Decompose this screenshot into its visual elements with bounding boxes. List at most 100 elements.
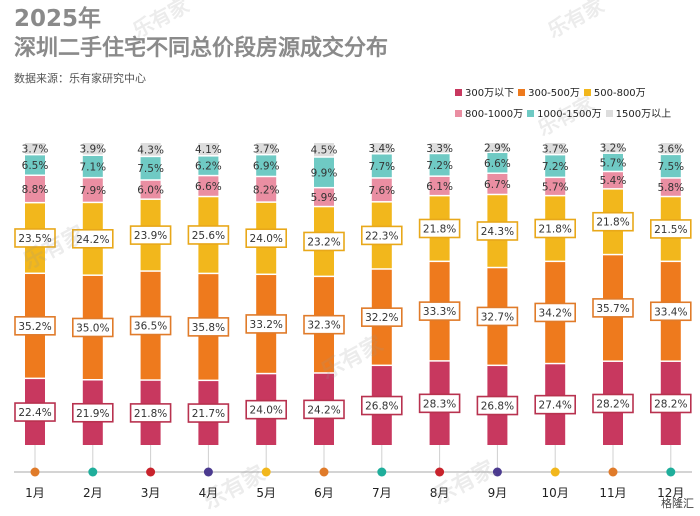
data-label-box	[534, 394, 577, 415]
data-label-box	[418, 218, 461, 239]
bar-segment	[198, 176, 219, 196]
data-label: 24.3%	[481, 226, 514, 238]
bar-segment	[603, 172, 623, 189]
data-label: 28.3%	[423, 398, 456, 410]
data-label: 7.7%	[368, 161, 395, 173]
data-label: 4.3%	[137, 144, 164, 156]
x-tick-label: 4月	[199, 486, 219, 500]
legend-swatch	[605, 110, 613, 117]
data-label: 5.7%	[542, 181, 569, 193]
legend-item: 300万以下	[455, 84, 514, 99]
data-label-box	[129, 315, 172, 336]
bar-segment	[314, 143, 334, 157]
data-label: 21.8%	[423, 223, 456, 235]
month-dot	[550, 467, 560, 477]
data-label: 3.7%	[22, 143, 49, 155]
data-label: 5.8%	[657, 182, 684, 194]
bar-segment	[25, 143, 45, 154]
data-label: 24.0%	[250, 405, 283, 417]
data-label-box	[360, 225, 403, 246]
data-label: 7.9%	[79, 185, 106, 197]
legend-swatch	[455, 89, 462, 96]
data-label: 3.2%	[600, 143, 627, 155]
data-label-box	[245, 399, 287, 420]
data-label-box	[418, 301, 461, 321]
bar-segment	[603, 153, 623, 171]
data-label: 28.2%	[596, 398, 629, 410]
data-label-box	[245, 314, 287, 334]
bar-segment	[660, 143, 681, 154]
bar-segment	[429, 143, 450, 153]
bar-segment	[660, 155, 681, 178]
legend-label: 1000-1500万	[537, 109, 602, 120]
month-dot	[319, 467, 329, 477]
data-label: 36.5%	[134, 321, 167, 333]
bar-segment	[314, 157, 334, 187]
bar-segment	[140, 180, 161, 199]
data-label-box	[534, 302, 577, 323]
month-dot	[666, 467, 676, 477]
data-label: 32.2%	[365, 312, 398, 324]
legend-item: 500-800万	[583, 84, 646, 99]
data-label: 33.3%	[423, 306, 456, 318]
data-label-box	[245, 228, 287, 249]
data-label: 6.9%	[253, 161, 280, 173]
data-label-box	[129, 225, 172, 245]
bar-segment	[545, 155, 566, 177]
chart-title: 深圳二手住宅不同总价段房源成交分布	[14, 36, 389, 61]
x-tick-label: 12月	[657, 486, 684, 500]
legend-label: 300-500万	[528, 88, 580, 99]
data-label: 5.4%	[600, 175, 627, 187]
month-dot	[377, 467, 387, 477]
data-label: 24.2%	[76, 234, 109, 246]
x-tick-label: 7月	[372, 486, 392, 500]
month-dot	[203, 467, 213, 477]
bar-segment	[256, 155, 277, 176]
data-label-box	[187, 225, 230, 245]
x-tick-label: 3月	[141, 486, 161, 500]
data-label-box	[649, 301, 692, 322]
data-label: 6.6%	[195, 181, 222, 193]
data-label: 23.5%	[18, 233, 51, 245]
data-label: 26.8%	[365, 401, 398, 413]
data-label-box	[14, 228, 56, 248]
legend-swatch	[455, 110, 462, 117]
data-label: 22.4%	[18, 407, 51, 419]
data-label: 3.3%	[426, 143, 453, 155]
legend-label: 300万以下	[465, 88, 515, 99]
data-label: 24.2%	[307, 404, 340, 416]
title-year: 2025年	[14, 6, 102, 32]
x-tick-label: 6月	[314, 486, 334, 500]
data-label: 23.2%	[307, 236, 340, 248]
month-dot	[492, 467, 502, 477]
data-label: 2.9%	[484, 142, 511, 154]
data-label: 9.9%	[311, 167, 338, 179]
data-label: 7.5%	[137, 163, 164, 175]
legend-item: 1000-1500万	[527, 105, 602, 120]
data-label: 21.9%	[76, 408, 109, 420]
data-label-box	[72, 402, 114, 423]
month-dot	[261, 467, 271, 477]
data-label-box	[534, 218, 577, 239]
data-label: 21.8%	[134, 408, 167, 420]
data-label: 21.7%	[192, 408, 225, 420]
bar-segment	[82, 178, 103, 202]
data-label: 6.7%	[484, 179, 511, 191]
bar-segment	[371, 178, 392, 202]
data-label-box	[476, 221, 519, 241]
bar-segment	[82, 155, 103, 177]
data-label-box	[303, 231, 345, 252]
data-label-box	[592, 298, 634, 318]
data-label-box	[649, 393, 692, 414]
data-label: 22.3%	[365, 230, 398, 242]
data-label: 7.2%	[426, 160, 453, 172]
bar-segment	[660, 178, 681, 196]
data-label: 5.7%	[600, 157, 627, 169]
legend-swatch	[583, 89, 591, 96]
x-tick-label: 1月	[25, 486, 45, 500]
data-label-box	[303, 314, 345, 335]
data-label: 21.8%	[596, 217, 629, 229]
data-label: 21.8%	[539, 223, 572, 235]
bar-segment	[82, 143, 103, 155]
